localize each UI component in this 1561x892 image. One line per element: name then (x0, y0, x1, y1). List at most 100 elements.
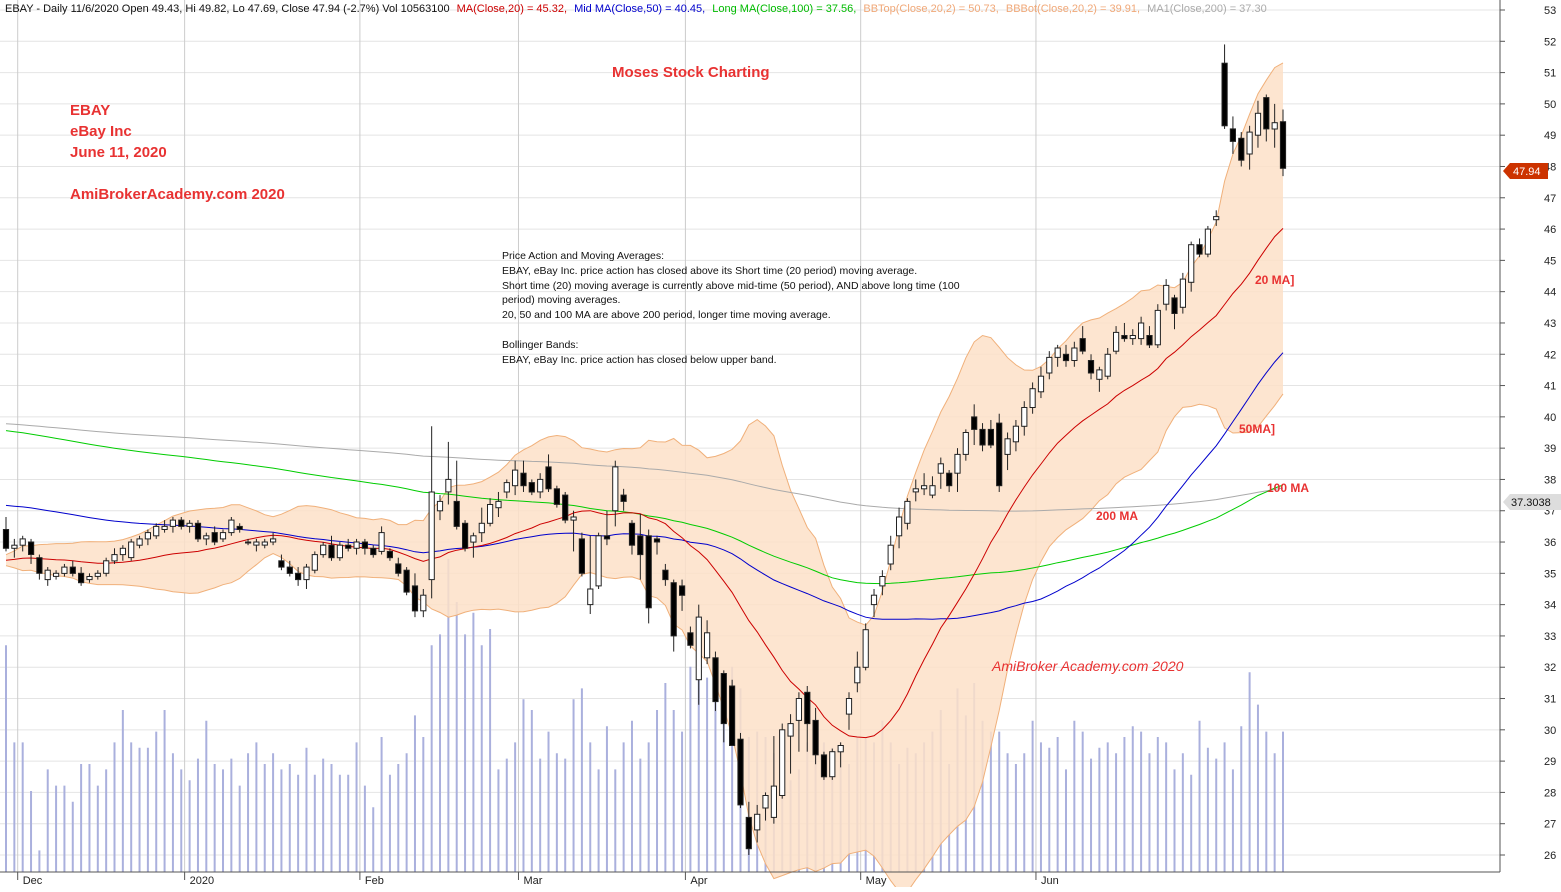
candle-body (570, 516, 577, 521)
candle (211, 526, 218, 546)
candle (512, 460, 519, 496)
candle (61, 563, 68, 577)
candle-body (361, 541, 368, 549)
candle (236, 523, 243, 533)
candle-body (870, 594, 878, 606)
candle (1246, 125, 1253, 170)
moving-averages (5, 228, 1284, 739)
label-20ma: 20 MA] (1255, 273, 1294, 287)
candle-body (612, 466, 619, 512)
candle (1079, 326, 1086, 355)
candle (278, 554, 285, 571)
candle (295, 567, 302, 586)
candle (704, 620, 711, 665)
ma50-line (5, 352, 1284, 620)
candle-body (119, 547, 127, 556)
ma20-line (5, 228, 1284, 739)
candle-body (1196, 244, 1203, 255)
y-tick-label: 50 (1544, 99, 1556, 111)
candle (103, 557, 110, 577)
candle (1121, 322, 1128, 342)
candle (420, 588, 427, 618)
candle (754, 804, 761, 843)
candle-body (1213, 216, 1220, 221)
candle (954, 448, 961, 492)
candle-body (812, 719, 819, 756)
candle (1154, 304, 1161, 348)
candle-body (971, 416, 978, 430)
candle-body (495, 500, 502, 509)
candle-body (512, 469, 519, 487)
candle (1087, 354, 1095, 380)
candle (144, 529, 152, 546)
candle-body (1229, 128, 1237, 142)
candle (1062, 344, 1070, 367)
candle-body (219, 532, 227, 540)
candle-body (637, 535, 644, 556)
candle-body (1271, 122, 1278, 130)
y-tick-label: 38 (1544, 474, 1556, 486)
candle-body (937, 463, 944, 474)
candle-body (1154, 309, 1161, 346)
candle-body (503, 482, 510, 493)
candle (178, 517, 185, 530)
candle (996, 413, 1003, 492)
candle-body (653, 538, 661, 543)
candle-body (111, 554, 118, 562)
candle-body (787, 723, 794, 737)
candle (1213, 210, 1220, 226)
candle-body (829, 751, 836, 778)
candle-body (1012, 425, 1019, 443)
candle-body (1087, 360, 1095, 374)
candle-body (86, 576, 93, 581)
x-tick-label: 2020 (190, 875, 214, 887)
note-line-5: 20, 50 and 100 MA are above 200 period, … (502, 309, 831, 321)
candle (829, 748, 836, 780)
candle (403, 567, 410, 596)
note-line-4: period) moving averages. (502, 294, 620, 306)
candle-body (754, 813, 761, 831)
candle (595, 532, 602, 589)
candle-body (687, 632, 694, 646)
candle (194, 520, 202, 543)
candle (937, 457, 944, 489)
candle (44, 567, 51, 586)
candle-body (837, 745, 844, 753)
header-ma20: MA(Close,20) = 45.32, (457, 3, 567, 15)
y-tick-label: 40 (1544, 412, 1556, 424)
candle-body (1179, 278, 1187, 308)
note-line-3: Short time (20) moving average is curren… (502, 280, 960, 292)
candle (929, 476, 936, 499)
candle (245, 538, 252, 546)
candle-body (737, 738, 744, 806)
candle-body (595, 535, 602, 587)
candle (1054, 344, 1061, 367)
candle-body (278, 560, 285, 568)
x-tick-label: May (866, 875, 887, 887)
ma200-tag: 37.3038 (1503, 494, 1561, 510)
y-tick-label: 51 (1544, 68, 1556, 80)
y-tick-label: 32 (1544, 662, 1556, 674)
candle-body (662, 569, 669, 581)
header-ma50: Mid MA(Close,50) = 40.45, (574, 3, 705, 15)
candle (353, 538, 360, 555)
candle (28, 538, 35, 564)
candle-body (553, 488, 560, 505)
candle (870, 588, 878, 618)
candle (303, 563, 310, 589)
candle (1188, 241, 1195, 292)
candle (169, 517, 177, 533)
candle-body (194, 522, 202, 540)
candle-body (1204, 228, 1212, 255)
candle-body (11, 544, 18, 549)
candle (478, 507, 485, 543)
candle (987, 419, 994, 449)
candle (1179, 272, 1187, 314)
candle (228, 517, 235, 536)
candle (86, 573, 93, 583)
label-200ma: 200 MA (1096, 509, 1138, 523)
candle-body (1037, 375, 1045, 393)
candle (946, 470, 953, 492)
y-tick-label: 26 (1544, 850, 1556, 862)
